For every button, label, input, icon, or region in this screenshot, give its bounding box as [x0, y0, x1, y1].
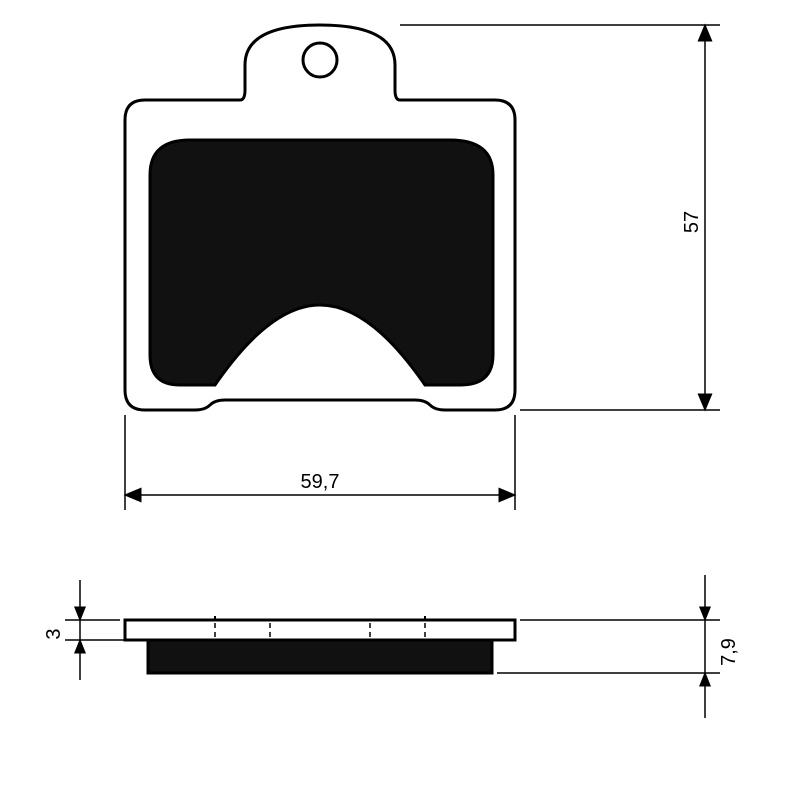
edge-view	[125, 616, 515, 673]
dim-width-label: 59,7	[301, 471, 340, 493]
dim-backing-thickness-label: 3	[43, 628, 65, 639]
dimension-width: 59,7	[125, 415, 515, 510]
edge-friction-layer	[148, 640, 492, 673]
edge-backing-plate	[125, 620, 515, 640]
dimension-total-thickness: 7,9	[497, 575, 740, 718]
front-view	[125, 25, 515, 410]
brake-pad-drawing: 59,7 57 7,9 3	[0, 0, 800, 800]
mounting-hole	[303, 43, 337, 77]
dim-total-thickness-label: 7,9	[718, 638, 740, 666]
dim-height-label: 57	[681, 211, 703, 233]
